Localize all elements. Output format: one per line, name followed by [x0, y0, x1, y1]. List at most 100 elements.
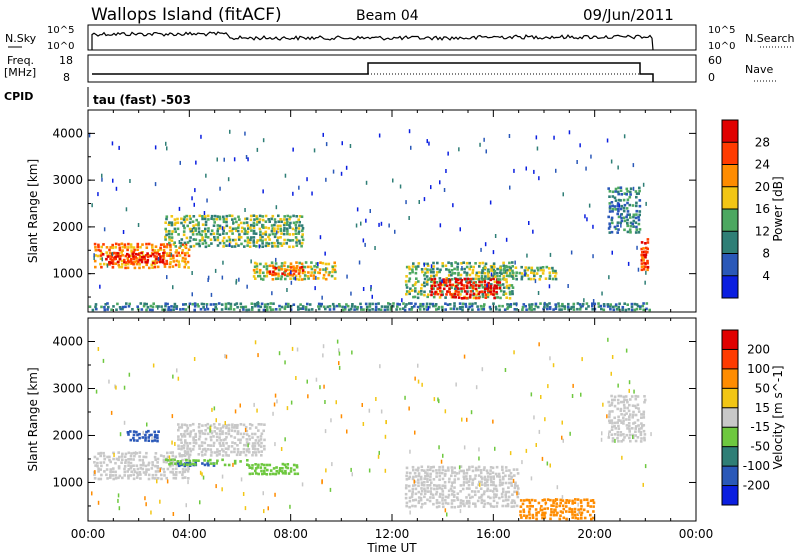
- power-cell: [608, 222, 611, 225]
- velocity-cell: [622, 395, 626, 399]
- power-cell: [331, 265, 334, 268]
- power-cell: [492, 290, 496, 293]
- velocity-cell: [219, 439, 222, 442]
- power-cell: [315, 262, 318, 265]
- power-cell: [482, 267, 485, 270]
- power-cell: [164, 227, 167, 231]
- velocity-cell: [221, 432, 224, 436]
- power-cell: [272, 302, 275, 305]
- power-cell: [212, 303, 216, 306]
- velocity-scatter-cell: [384, 434, 387, 439]
- power-cell: [523, 269, 527, 272]
- velocity-scatter-cell: [540, 395, 542, 399]
- power-cell: [312, 277, 316, 280]
- power-cell: [200, 233, 203, 237]
- velocity-cell: [544, 511, 547, 515]
- power-cell: [635, 228, 639, 231]
- power-cell: [237, 215, 240, 219]
- power-cell: [158, 257, 162, 261]
- power-cell: [474, 284, 478, 287]
- power-cell: [548, 302, 551, 305]
- power-cell: [453, 304, 456, 308]
- power-cell: [528, 308, 531, 311]
- velocity-scatter-cell: [117, 493, 120, 498]
- power-cell: [162, 248, 166, 252]
- power-cell: [484, 296, 488, 299]
- velocity-cell: [186, 462, 189, 465]
- power-cell: [245, 308, 248, 312]
- power-cell: [640, 247, 643, 251]
- velocity-cell: [405, 474, 408, 478]
- power-cell: [310, 271, 313, 274]
- power-cell: [266, 308, 269, 312]
- velocity-cell: [411, 477, 415, 481]
- power-cell: [454, 261, 457, 264]
- velocity-cell: [441, 493, 445, 496]
- velocity-scatter-cell: [478, 447, 480, 452]
- power-cell: [252, 268, 256, 272]
- power-ytick-label: 4000: [52, 126, 83, 140]
- power-cell: [115, 308, 118, 311]
- power-cell: [250, 308, 254, 311]
- velocity-cell: [495, 487, 498, 491]
- velocity-cell: [546, 507, 549, 510]
- velocity-scatter-cell: [561, 435, 563, 440]
- power-cell: [439, 268, 442, 272]
- power-cell: [94, 303, 98, 306]
- power-cell: [239, 221, 243, 225]
- velocity-cell: [129, 461, 133, 465]
- power-cell: [162, 243, 166, 246]
- power-cell: [127, 305, 131, 308]
- velocity-cell: [251, 442, 255, 445]
- velocity-cell: [253, 447, 257, 451]
- power-cell: [437, 305, 441, 309]
- velocity-scatter-cell: [159, 468, 161, 473]
- velocity-cell: [469, 496, 472, 500]
- power-cell: [607, 215, 610, 219]
- power-cell: [434, 290, 437, 294]
- power-cell: [255, 262, 259, 266]
- power-scatter-cell: [157, 257, 160, 261]
- power-cell: [279, 277, 283, 281]
- power-cell: [460, 262, 463, 265]
- power-cell: [111, 246, 115, 250]
- velocity-scatter-cell: [607, 337, 609, 342]
- power-cell: [277, 268, 281, 272]
- power-cell: [611, 204, 614, 208]
- velocity-cell: [613, 424, 616, 428]
- power-cell: [145, 246, 149, 249]
- power-cell: [499, 268, 503, 272]
- velocity-cell: [160, 473, 163, 477]
- power-cell: [554, 277, 558, 281]
- velocity-cell: [577, 508, 580, 511]
- power-cell: [209, 232, 213, 236]
- power-cell: [483, 290, 486, 294]
- velocity-cell: [216, 427, 219, 430]
- power-cell: [327, 273, 331, 277]
- power-cell: [495, 307, 498, 311]
- velocity-scatter-cell: [414, 430, 416, 435]
- power-scatter-cell: [553, 135, 555, 140]
- velocity-cell: [586, 504, 590, 507]
- power-cell: [242, 305, 245, 309]
- velocity-cell: [559, 501, 562, 505]
- power-cell: [100, 251, 103, 255]
- power-scatter-cell: [275, 205, 278, 210]
- velocity-cell: [486, 502, 490, 505]
- power-cell: [283, 229, 286, 232]
- velocity-cell: [227, 429, 230, 433]
- power-cell: [188, 214, 192, 218]
- velocity-scatter-cell: [556, 485, 559, 490]
- velocity-cell: [188, 442, 192, 445]
- power-echo-region: [101, 251, 165, 265]
- power-cell: [135, 262, 139, 266]
- power-cell: [279, 224, 282, 228]
- velocity-cell: [109, 473, 112, 477]
- velocity-cell: [216, 448, 219, 451]
- power-cell: [185, 236, 189, 240]
- velocity-cell: [151, 461, 154, 464]
- power-cell: [316, 265, 319, 269]
- power-cell: [138, 256, 142, 260]
- velocity-cell: [188, 459, 192, 463]
- power-cell: [405, 275, 408, 278]
